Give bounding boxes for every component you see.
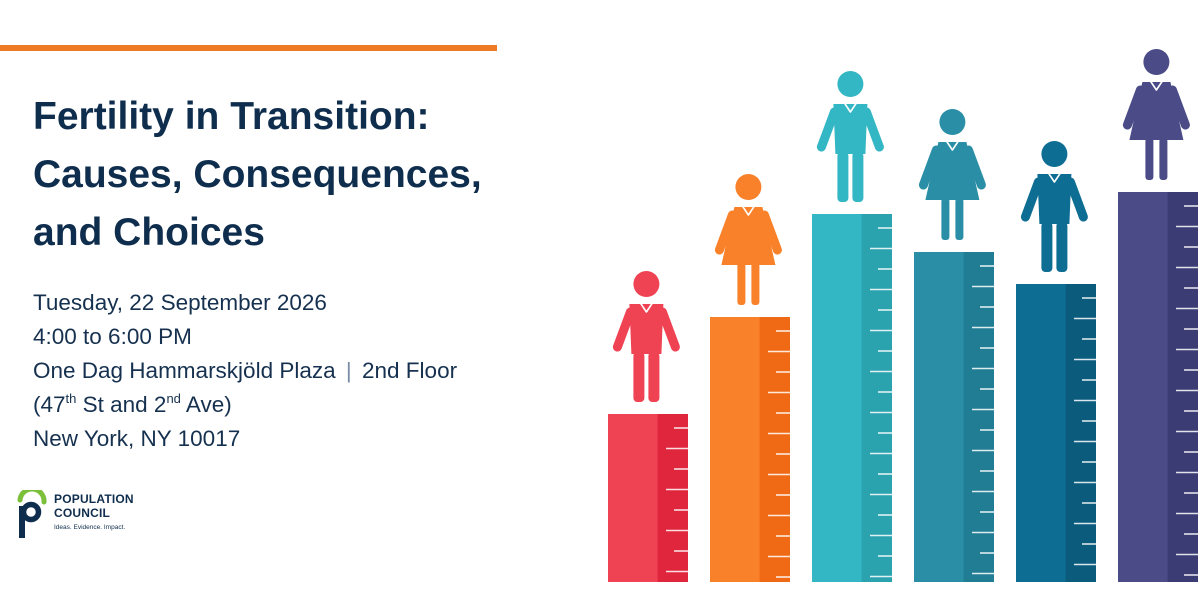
figure-dress bbox=[925, 142, 980, 200]
figure-leg bbox=[737, 263, 746, 305]
accent-rule bbox=[0, 45, 497, 51]
event-details: Tuesday, 22 September 2026 4:00 to 6:00 … bbox=[33, 286, 593, 456]
figure-arm bbox=[1020, 177, 1043, 222]
figure-torso bbox=[629, 304, 664, 354]
event-city: New York, NY 10017 bbox=[33, 426, 241, 451]
bar-shade bbox=[759, 317, 790, 582]
figure-collar bbox=[1149, 80, 1164, 91]
figure-collar bbox=[945, 140, 960, 151]
figure-leg bbox=[837, 152, 849, 202]
location-separator: | bbox=[345, 358, 352, 383]
bar-shade bbox=[1167, 192, 1198, 582]
figure-leg bbox=[633, 352, 645, 402]
figure-arm bbox=[759, 210, 782, 255]
figure-arm bbox=[816, 107, 839, 152]
figure-leg bbox=[1159, 138, 1168, 180]
figure-arm bbox=[963, 145, 986, 190]
figure-collar bbox=[639, 302, 654, 313]
figure-head bbox=[1041, 141, 1068, 167]
ordinal-suffix: nd bbox=[166, 390, 181, 406]
bar-with-figure bbox=[710, 174, 790, 582]
bar-shade bbox=[1065, 284, 1096, 582]
bar-with-figure bbox=[1016, 141, 1096, 582]
figure-torso bbox=[833, 104, 868, 154]
bar-with-figure bbox=[812, 71, 892, 582]
event-location: One Dag Hammarskjöld Plaza | 2nd Floor bbox=[33, 354, 593, 388]
figure-leg bbox=[1041, 222, 1053, 272]
ordinal-suffix: th bbox=[65, 390, 77, 406]
title-line: Causes, Consequences, bbox=[33, 153, 482, 196]
figure-head bbox=[939, 109, 966, 135]
figure-arm bbox=[1122, 85, 1145, 130]
venue-floor: 2nd Floor bbox=[362, 358, 458, 383]
figure-arm bbox=[714, 210, 737, 255]
figure-leg bbox=[1056, 222, 1068, 272]
bar-with-figure bbox=[1118, 49, 1198, 582]
figure-arm bbox=[657, 307, 680, 352]
figure-leg bbox=[648, 352, 660, 402]
title-line: Fertility in Transition: bbox=[33, 95, 430, 138]
figure-leg bbox=[941, 198, 950, 240]
figure-head bbox=[735, 174, 762, 200]
population-council-logo-mark-icon bbox=[17, 490, 47, 538]
event-date: Tuesday, 22 September 2026 bbox=[33, 290, 327, 315]
woman-figure-icon bbox=[1122, 49, 1190, 180]
figure-leg bbox=[955, 198, 964, 240]
event-time: 4:00 to 6:00 PM bbox=[33, 324, 192, 349]
figure-arm bbox=[861, 107, 884, 152]
event-title: Fertility in Transition: Causes, Consequ… bbox=[33, 88, 593, 262]
cross-streets: (47th St and 2nd Ave) bbox=[33, 388, 593, 422]
bar-shade bbox=[861, 214, 892, 582]
cross-streets-part: (47 bbox=[33, 392, 66, 417]
woman-figure-icon bbox=[714, 174, 782, 305]
logo-wordmark: POPULATION COUNCIL bbox=[54, 492, 134, 520]
cross-streets-part: St and 2 bbox=[76, 392, 167, 417]
figure-torso bbox=[1037, 174, 1072, 224]
figure-head bbox=[633, 271, 660, 297]
cross-streets-part: Ave) bbox=[180, 392, 232, 417]
figure-dress bbox=[1129, 82, 1184, 140]
logo-tagline: Ideas. Evidence. Impact. bbox=[54, 524, 126, 531]
bar-shade bbox=[657, 414, 688, 582]
figure-dress bbox=[721, 207, 776, 265]
logo-wordmark-line: COUNCIL bbox=[54, 506, 111, 520]
logo-wordmark-line: POPULATION bbox=[54, 492, 134, 506]
figure-arm bbox=[918, 145, 941, 190]
man-figure-icon bbox=[816, 71, 884, 202]
bar-with-figure bbox=[914, 109, 994, 582]
figure-arm bbox=[1065, 177, 1088, 222]
figure-arm bbox=[612, 307, 635, 352]
figure-arm bbox=[1167, 85, 1190, 130]
title-line: and Choices bbox=[33, 211, 265, 254]
venue-name: One Dag Hammarskjöld Plaza bbox=[33, 358, 336, 383]
woman-figure-icon bbox=[918, 109, 986, 240]
figure-leg bbox=[1145, 138, 1154, 180]
figure-head bbox=[1143, 49, 1170, 75]
figure-leg bbox=[751, 263, 760, 305]
bar-with-figure bbox=[608, 271, 688, 582]
figure-collar bbox=[741, 205, 756, 216]
people-on-bars-illustration bbox=[608, 49, 1198, 582]
man-figure-icon bbox=[1020, 141, 1088, 272]
figure-leg bbox=[852, 152, 864, 202]
figure-collar bbox=[843, 102, 858, 113]
man-figure-icon bbox=[612, 271, 680, 402]
figure-head bbox=[837, 71, 864, 97]
figure-collar bbox=[1047, 172, 1062, 183]
population-council-logo: POPULATION COUNCIL Ideas. Evidence. Impa… bbox=[14, 490, 214, 550]
